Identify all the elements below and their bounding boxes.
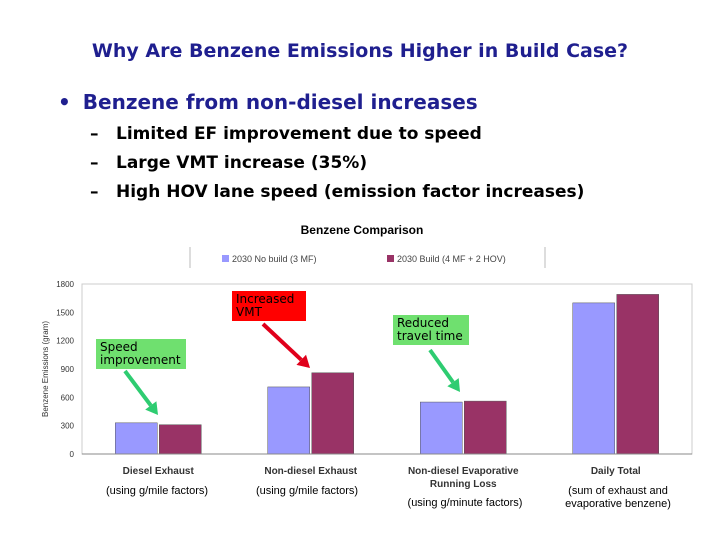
x-tick-label: Non-diesel Evaporative Running Loss	[408, 466, 519, 490]
sub-bullet: – High HOV lane speed (emission factor in…	[90, 182, 584, 211]
slide-title: Why Are Benzene Emissions Higher in Buil…	[91, 40, 629, 62]
y-tick-label: 0	[70, 450, 75, 459]
sub-bullet-list: – Limited EF improvement due to speed – La…	[90, 124, 584, 211]
category-note: (using g/minute factors)	[407, 497, 523, 509]
x-tick-label: Diesel Exhaust	[123, 466, 195, 477]
main-bullet: • Benzene from non-diesel increases	[58, 90, 478, 114]
bar	[311, 372, 354, 455]
legend-swatch	[222, 255, 229, 262]
bar	[420, 401, 463, 455]
bar	[572, 302, 615, 455]
callout-increased-vmt: Increased VMT	[232, 291, 306, 321]
vmt-arrow-icon-shaft	[261, 322, 303, 362]
y-tick-label: 1500	[56, 308, 74, 317]
callout-reduced-travel-time: Reduced travel time	[393, 315, 469, 345]
travel-time-arrow-icon-head	[447, 378, 460, 392]
y-tick-label: 1800	[56, 280, 74, 289]
sub-bullet: – Limited EF improvement due to speed	[90, 124, 584, 153]
y-axis-label: Benzene Emissions (gram)	[41, 321, 50, 417]
y-tick-label: 1200	[56, 337, 74, 346]
x-tick-label: Daily Total	[591, 466, 641, 477]
legend-swatch	[387, 255, 394, 262]
dash-icon: –	[90, 124, 99, 144]
legend-label: 2030 Build (4 MF + 2 HOV)	[397, 254, 506, 264]
chart-title: Benzene Comparison	[301, 223, 424, 237]
y-tick-label: 900	[61, 365, 75, 374]
sub-bullet-text: Large VMT increase (35%)	[116, 153, 368, 173]
sub-bullet-text: High HOV lane speed (emission factor inc…	[116, 182, 585, 202]
dash-icon: –	[90, 182, 99, 202]
sub-bullet: – Large VMT increase (35%)	[90, 153, 584, 182]
bar	[159, 424, 202, 455]
category-note: (using g/mile factors)	[105, 485, 209, 497]
dash-icon: –	[90, 153, 99, 173]
main-bullet-text: Benzene from non-diesel increases	[82, 90, 478, 114]
speed-arrow-icon-head	[145, 401, 158, 415]
category-note: (using g/mile factors)	[255, 485, 359, 497]
bar	[115, 422, 158, 455]
sub-bullet-text: Limited EF improvement due to speed	[116, 124, 482, 144]
travel-time-arrow-icon-shaft	[428, 348, 455, 384]
bar	[267, 386, 310, 455]
bullet-dot-icon: •	[58, 90, 71, 114]
vmt-arrow-icon-head	[296, 354, 310, 368]
x-tick-label: Non-diesel Exhaust	[264, 466, 357, 477]
category-note: (sum of exhaust and evaporative benzene)	[565, 485, 671, 510]
bar	[464, 400, 507, 455]
speed-arrow-icon-shaft	[123, 369, 153, 407]
bar	[616, 294, 659, 455]
y-tick-label: 300	[61, 422, 75, 431]
legend-label: 2030 No build (3 MF)	[232, 254, 317, 264]
callout-speed-improvement: Speed improvement	[96, 339, 186, 369]
y-tick-label: 600	[61, 393, 75, 402]
